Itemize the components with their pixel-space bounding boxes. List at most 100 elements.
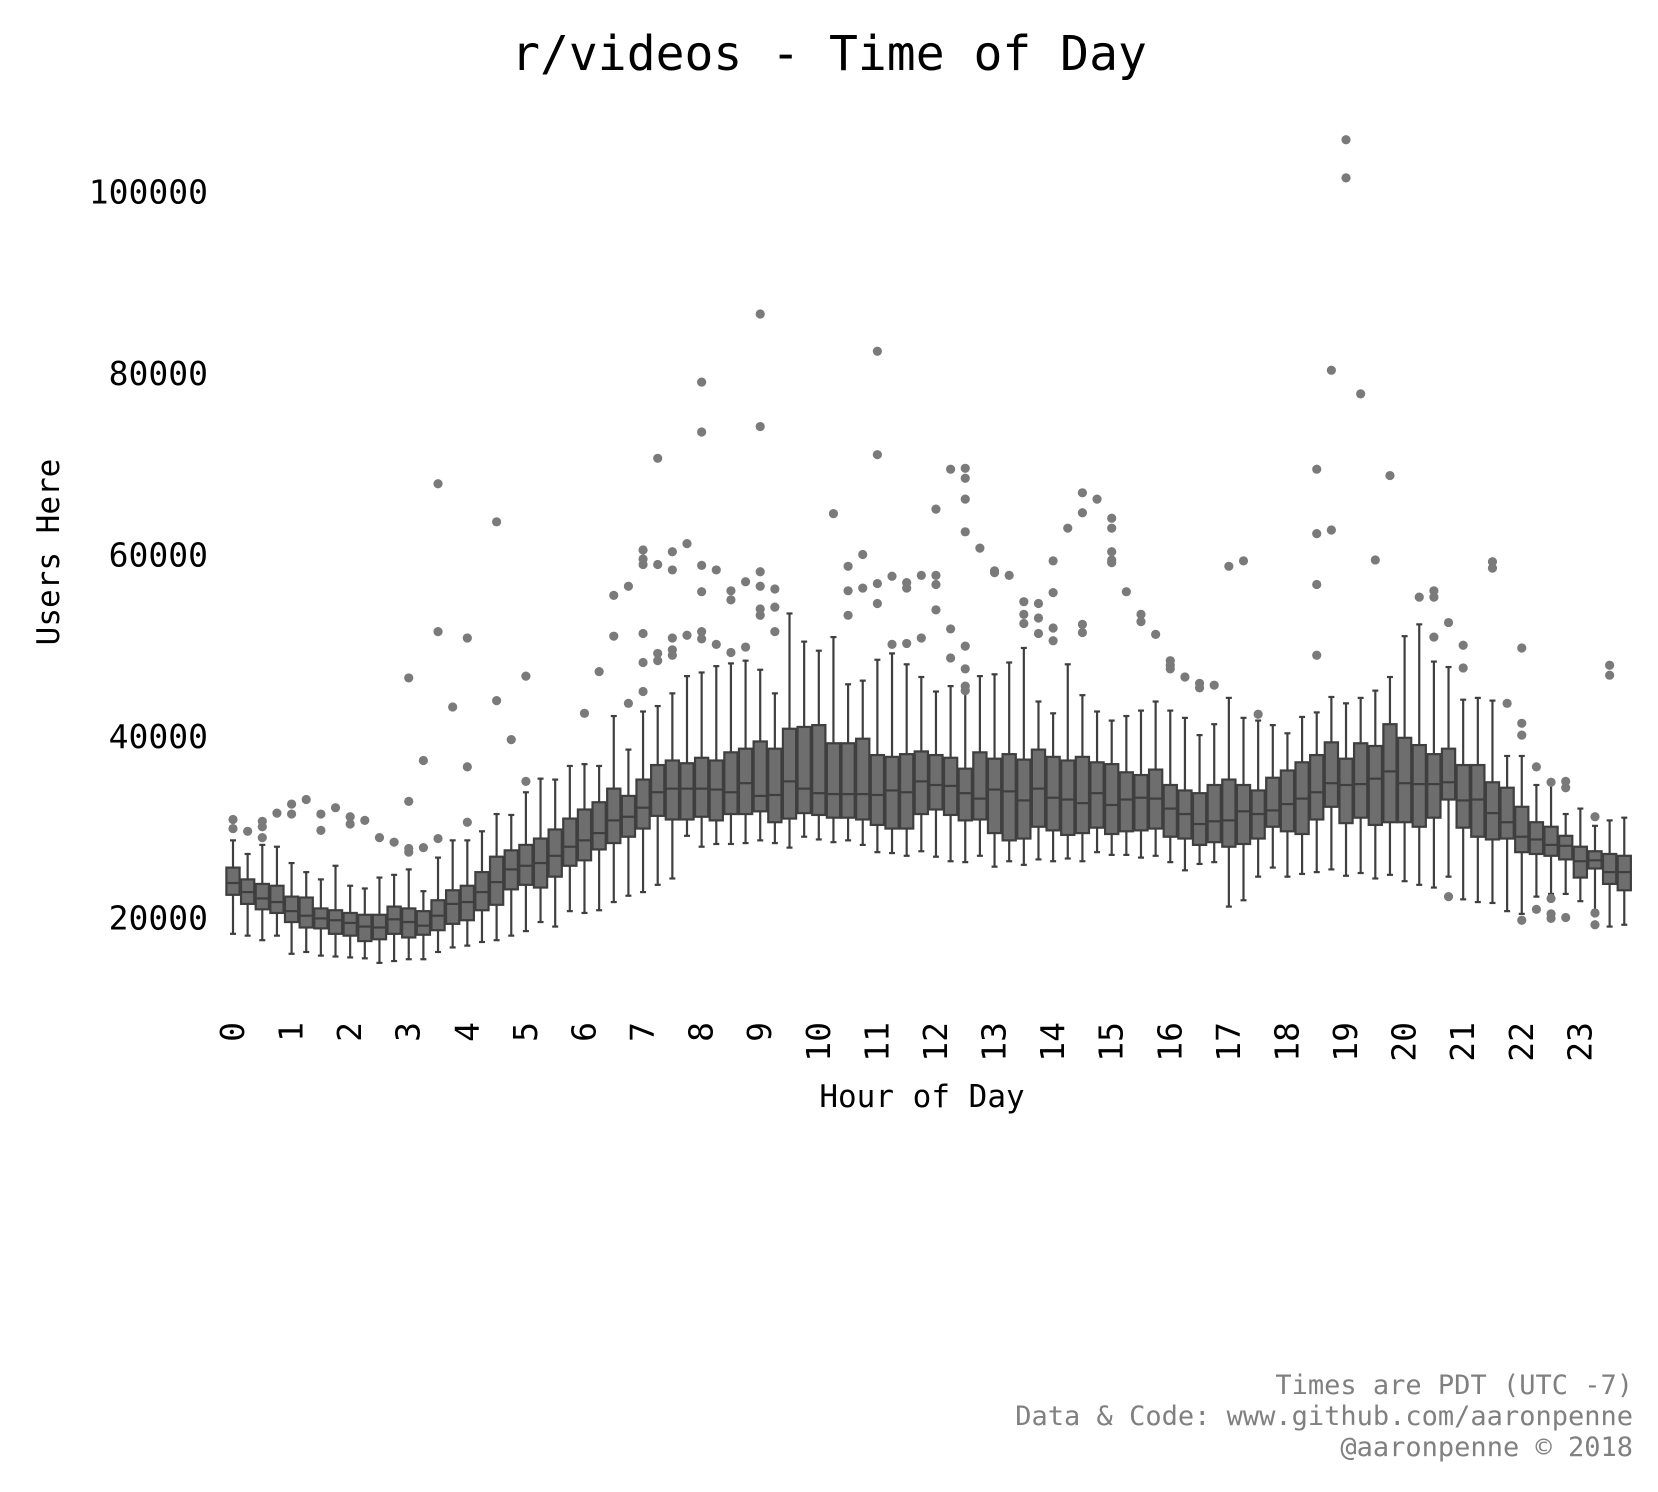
box-hour-slot — [1309, 464, 1325, 874]
box-hour-slot — [1177, 672, 1193, 872]
box-iqr — [1089, 761, 1105, 829]
outlier-point — [931, 570, 941, 580]
box-hour-slot — [693, 377, 710, 848]
outlier-point — [1517, 730, 1527, 740]
box-iqr — [913, 750, 930, 816]
outlier-point — [1107, 555, 1117, 565]
outlier-point — [726, 647, 736, 658]
x-tick-label: 15 — [1092, 1022, 1131, 1062]
box-hour-slot — [825, 509, 842, 844]
box-iqr — [1455, 763, 1471, 829]
x-tick-label: 17 — [1209, 1022, 1248, 1062]
outlier-point — [638, 628, 648, 639]
outlier-point — [711, 639, 721, 649]
outlier-point — [638, 545, 648, 555]
box-hour-slot — [371, 833, 388, 964]
box-hour-slot — [1470, 696, 1486, 904]
outlier-point — [1443, 617, 1454, 628]
outlier-point — [1033, 628, 1044, 639]
box-hour-slot — [1074, 488, 1091, 863]
outlier-point — [960, 527, 970, 537]
outlier-point — [521, 776, 531, 786]
box-hour-slot — [1338, 135, 1354, 877]
box-hour-slot — [1206, 680, 1222, 864]
outlier-point — [872, 450, 882, 460]
outlier-point — [1048, 623, 1058, 633]
box-iqr — [1060, 759, 1076, 837]
box-hour-slot — [1016, 597, 1032, 866]
outlier-point — [828, 509, 839, 519]
x-tick-label: 21 — [1443, 1022, 1482, 1062]
box-hour-slot — [1265, 724, 1281, 869]
outlier-point — [872, 346, 882, 356]
outlier-point — [1063, 523, 1073, 533]
box-iqr — [1484, 781, 1501, 841]
box-hour-slot — [1557, 776, 1574, 923]
outlier-point — [1238, 556, 1249, 566]
box-hour-slot — [547, 778, 563, 928]
outlier-point — [1487, 563, 1498, 573]
outlier-point — [1517, 915, 1527, 925]
box-hour-slot — [796, 640, 812, 838]
outlier-point — [623, 698, 634, 708]
box-iqr — [1543, 825, 1559, 857]
outlier-point — [653, 453, 663, 463]
box-iqr — [254, 882, 270, 911]
box-hour-slot — [1396, 635, 1413, 883]
box-hour-slot — [488, 517, 505, 942]
outlier-point — [1165, 656, 1175, 666]
box-hour-slot — [884, 571, 900, 855]
outlier-point — [726, 595, 736, 605]
box-iqr — [1074, 755, 1091, 835]
outlier-point — [697, 377, 707, 387]
box-iqr — [488, 855, 505, 906]
x-tick-label: 9 — [740, 1022, 779, 1042]
box-iqr — [650, 763, 666, 817]
x-tick-label: 8 — [682, 1022, 721, 1042]
outlier-point — [257, 833, 267, 843]
outlier-point — [858, 583, 868, 593]
box-iqr — [1235, 783, 1252, 846]
box-hour-slot — [1426, 586, 1442, 889]
outlier-point — [697, 427, 707, 437]
outlier-point — [1502, 698, 1512, 708]
box-hour-slot — [1543, 777, 1559, 924]
box-hour-slot — [1089, 494, 1105, 854]
box-iqr — [869, 753, 886, 827]
outlier-point — [462, 817, 472, 827]
box-hour-slot — [562, 764, 578, 913]
outlier-point — [1312, 579, 1322, 590]
outlier-point — [360, 815, 370, 825]
box-hour-slot — [855, 549, 871, 847]
outlier-point — [1048, 588, 1058, 598]
box-hour-slot — [401, 673, 417, 961]
box-hour-slot — [415, 755, 432, 961]
x-tick-label: 11 — [857, 1022, 896, 1062]
outlier-point — [433, 833, 443, 844]
outlier-point — [1209, 680, 1219, 690]
box-iqr — [825, 742, 842, 819]
box-iqr — [1162, 783, 1178, 838]
outlier-point — [1004, 570, 1014, 580]
outlier-point — [682, 630, 692, 640]
outlier-point — [1429, 592, 1439, 602]
outlier-point — [1531, 904, 1542, 914]
box-hour-slot — [1191, 678, 1208, 866]
box-hour-slot — [723, 586, 739, 846]
outlier-point — [755, 610, 765, 620]
x-tick-label: 6 — [564, 1022, 603, 1042]
outlier-point — [462, 762, 472, 772]
box-iqr — [591, 801, 607, 851]
box-iqr — [562, 817, 578, 867]
x-tick-label: 10 — [799, 1022, 838, 1062]
outlier-point — [638, 686, 648, 697]
box-hour-slot — [1133, 609, 1149, 859]
box-hour-slot — [254, 816, 270, 942]
outlier-point — [404, 843, 414, 854]
x-tick-labels: 0 1 2 3 4 5 6 7 8 9 10 11 12 13 14 15 16 17 18 19 20 21 22 23 — [213, 1022, 1599, 1062]
box-iqr — [1367, 744, 1384, 827]
box-iqr — [1382, 723, 1398, 824]
box-hour-slot — [869, 346, 886, 854]
box-iqr — [693, 756, 710, 818]
